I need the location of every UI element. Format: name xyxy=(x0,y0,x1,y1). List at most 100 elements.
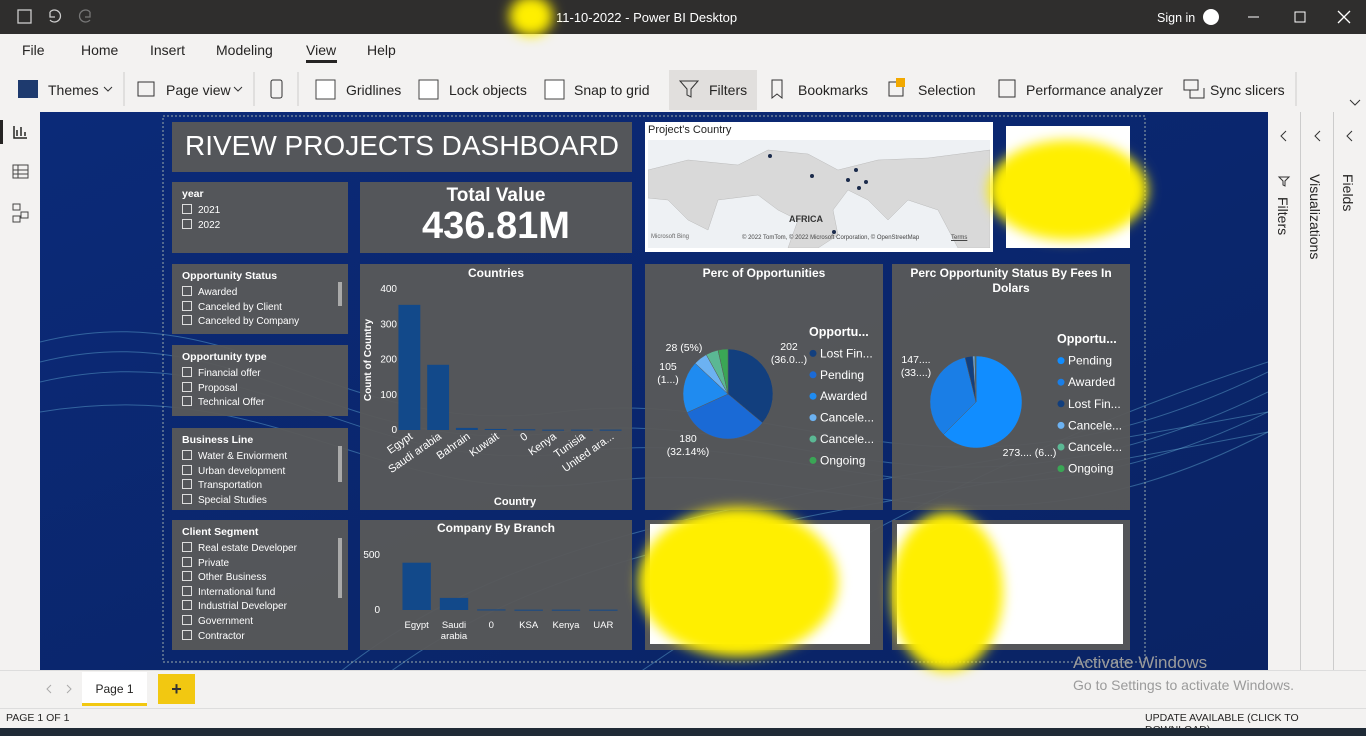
themes-icon xyxy=(18,80,38,98)
mobile-icon[interactable] xyxy=(270,79,283,99)
expand-visualizations[interactable] xyxy=(1314,130,1321,142)
slicer-item[interactable]: Other Business xyxy=(182,571,266,583)
chart-title: Perc of Opportunities xyxy=(702,266,826,280)
slicer-item[interactable]: Urban development xyxy=(182,465,285,477)
window-title: 11-10-2022 - Power BI Desktop xyxy=(556,10,738,25)
slicer: Opportunity type Financial offer Proposal T… xyxy=(172,345,348,416)
ribbon-button[interactable]: Performance analyzer xyxy=(1026,82,1163,98)
map-terms[interactable]: Terms xyxy=(951,235,968,241)
menu-item[interactable]: Help xyxy=(367,42,396,58)
slicer-item[interactable]: 2021 xyxy=(182,204,220,216)
slicer-item[interactable]: Canceled by Company xyxy=(182,315,299,327)
ribbon-icons xyxy=(18,72,1361,106)
slicer-item[interactable]: 2022 xyxy=(182,219,220,231)
legend-label: Pending xyxy=(1068,354,1112,368)
legend-marker xyxy=(809,456,817,464)
slicer-item[interactable]: Special Studies xyxy=(182,494,267,506)
close[interactable] xyxy=(1337,10,1351,24)
ribbon-button[interactable]: Lock objects xyxy=(449,82,527,98)
ribbon-button[interactable]: Page view xyxy=(166,82,231,98)
ribbon-button[interactable]: Gridlines xyxy=(346,82,402,98)
slicer-item[interactable]: International fund xyxy=(182,586,275,598)
ribbon-button[interactable]: Themes xyxy=(48,82,99,98)
x-tick-label: UAR xyxy=(593,620,614,631)
ribbon-collapse[interactable] xyxy=(1349,99,1361,106)
x-tick-label: Bahrain xyxy=(435,431,473,463)
nav-icons xyxy=(0,120,29,223)
ribbon-button[interactable]: Selection xyxy=(918,82,976,98)
map-points xyxy=(768,154,868,234)
slicer-scrollbar xyxy=(338,282,342,306)
map-region-label: AFRICA xyxy=(789,214,823,224)
slicer-item[interactable]: Canceled by Client xyxy=(182,301,282,313)
slicer-item[interactable]: Financial offer xyxy=(182,367,261,379)
checkbox[interactable] xyxy=(418,79,439,100)
slicer-title: Opportunity Status xyxy=(182,270,278,282)
menu-item[interactable]: Home xyxy=(81,42,119,58)
filter-icon xyxy=(1277,176,1291,187)
report-view[interactable] xyxy=(13,126,27,139)
watermark-text: Go to Settings to activate Windows. xyxy=(1073,677,1294,693)
slicer-item[interactable]: Contractor xyxy=(182,630,245,642)
add-page[interactable]: + xyxy=(158,674,195,704)
redo-icon[interactable] xyxy=(78,9,91,23)
avatar[interactable] xyxy=(1203,9,1219,25)
bar xyxy=(398,304,421,430)
slicer-item[interactable]: Transportation xyxy=(182,479,262,491)
ribbon-button[interactable]: Snap to grid xyxy=(574,82,650,98)
sign-in[interactable]: Sign in xyxy=(1157,11,1196,25)
slicer-item[interactable]: Real estate Developer xyxy=(182,542,297,554)
model-view[interactable] xyxy=(12,203,29,223)
legend-title: Opportu... xyxy=(1057,332,1117,346)
slicer-item[interactable]: Private xyxy=(182,557,229,569)
ribbon-button[interactable]: Sync slicers xyxy=(1210,82,1285,98)
data-label: 105 (1...) xyxy=(657,361,679,386)
slicer-item[interactable]: Government xyxy=(182,615,253,627)
ribbon-button[interactable]: Bookmarks xyxy=(798,82,869,98)
legend-marker xyxy=(1057,465,1065,473)
slicer-item[interactable]: Water & Enviorment xyxy=(182,450,287,462)
menu-item[interactable]: File xyxy=(22,42,45,58)
card-tile xyxy=(360,182,632,253)
filters-pane[interactable]: Filters xyxy=(1275,197,1291,236)
expand-fields[interactable] xyxy=(1346,130,1353,142)
legend-label: Pending xyxy=(820,368,864,382)
bar xyxy=(455,427,478,430)
fields-pane[interactable]: Fields xyxy=(1340,174,1356,212)
page-tabs xyxy=(0,670,1366,709)
menu-item[interactable]: View xyxy=(306,42,337,58)
slicer-item[interactable]: Awarded xyxy=(182,286,237,298)
page-tab-label[interactable]: Page 1 xyxy=(95,682,134,696)
x-tick-label: Saudi arabia xyxy=(440,620,468,642)
expand-filters[interactable] xyxy=(1280,130,1287,142)
slicer-item[interactable]: Technical Offer xyxy=(182,396,265,408)
restore[interactable] xyxy=(1294,11,1306,23)
checkbox[interactable] xyxy=(315,79,336,100)
page-tab[interactable] xyxy=(82,672,147,706)
legend-label: Awarded xyxy=(1068,375,1115,389)
pane-divider xyxy=(1333,112,1334,670)
visualizations-pane[interactable]: Visualizations xyxy=(1307,174,1323,260)
legend-marker xyxy=(809,349,817,357)
prev-page[interactable] xyxy=(46,684,52,694)
data-view[interactable] xyxy=(12,164,29,179)
performance-icon xyxy=(998,79,1016,98)
page-view-icon xyxy=(137,81,155,97)
legend-label: Ongoing xyxy=(820,453,865,467)
undo-icon[interactable] xyxy=(49,9,62,23)
x-tick-label: 0 xyxy=(518,431,530,444)
bar xyxy=(439,597,469,610)
next-page[interactable] xyxy=(66,684,72,694)
slicer-item[interactable]: Proposal xyxy=(182,382,237,394)
watermark-title: Activate Windows xyxy=(1073,653,1208,672)
legend-marker xyxy=(1057,443,1065,451)
data-label: 147.... (33....) xyxy=(900,354,932,379)
checkbox[interactable] xyxy=(544,79,565,100)
slicer-item[interactable]: Industrial Developer xyxy=(182,600,287,612)
legend-marker xyxy=(809,414,817,422)
save-icon[interactable] xyxy=(17,9,32,24)
menu-item[interactable]: Insert xyxy=(150,42,186,58)
menu-item[interactable]: Modeling xyxy=(216,42,273,58)
ribbon-button[interactable]: Filters xyxy=(709,82,748,98)
